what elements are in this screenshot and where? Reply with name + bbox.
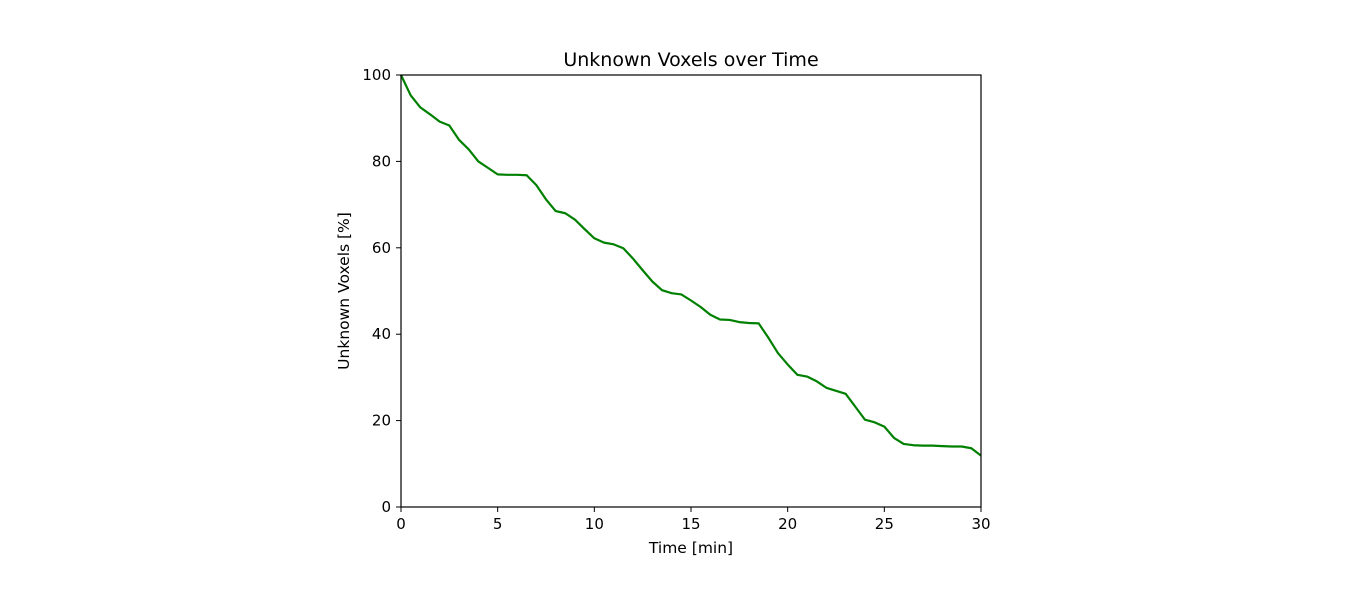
series-line-0 [400,74,982,457]
x-tick-label: 30 [971,515,990,533]
plot-area [400,74,982,508]
y-tick-label: 80 [372,152,391,170]
y-axis: 0 20 40 60 80 100 [362,66,401,516]
x-tick-label: 10 [585,515,604,533]
y-axis-label: Unknown Voxels [%] [335,212,353,370]
x-tick-label: 20 [778,515,797,533]
y-tick-label: 20 [372,412,391,430]
chart-title: Unknown Voxels over Time [563,49,818,71]
y-tick-label: 40 [372,325,391,343]
x-tick-label: 5 [493,515,503,533]
x-tick-label: 15 [681,515,700,533]
y-tick-label: 0 [381,498,391,516]
y-tick-label: 100 [362,66,391,84]
x-axis: 0 5 10 15 20 25 30 [396,507,991,533]
y-tick-label: 60 [372,239,391,257]
x-axis-label: Time [min] [648,539,733,557]
x-tick-label: 25 [875,515,894,533]
plot-frame [400,74,982,508]
x-tick-label: 0 [396,515,406,533]
